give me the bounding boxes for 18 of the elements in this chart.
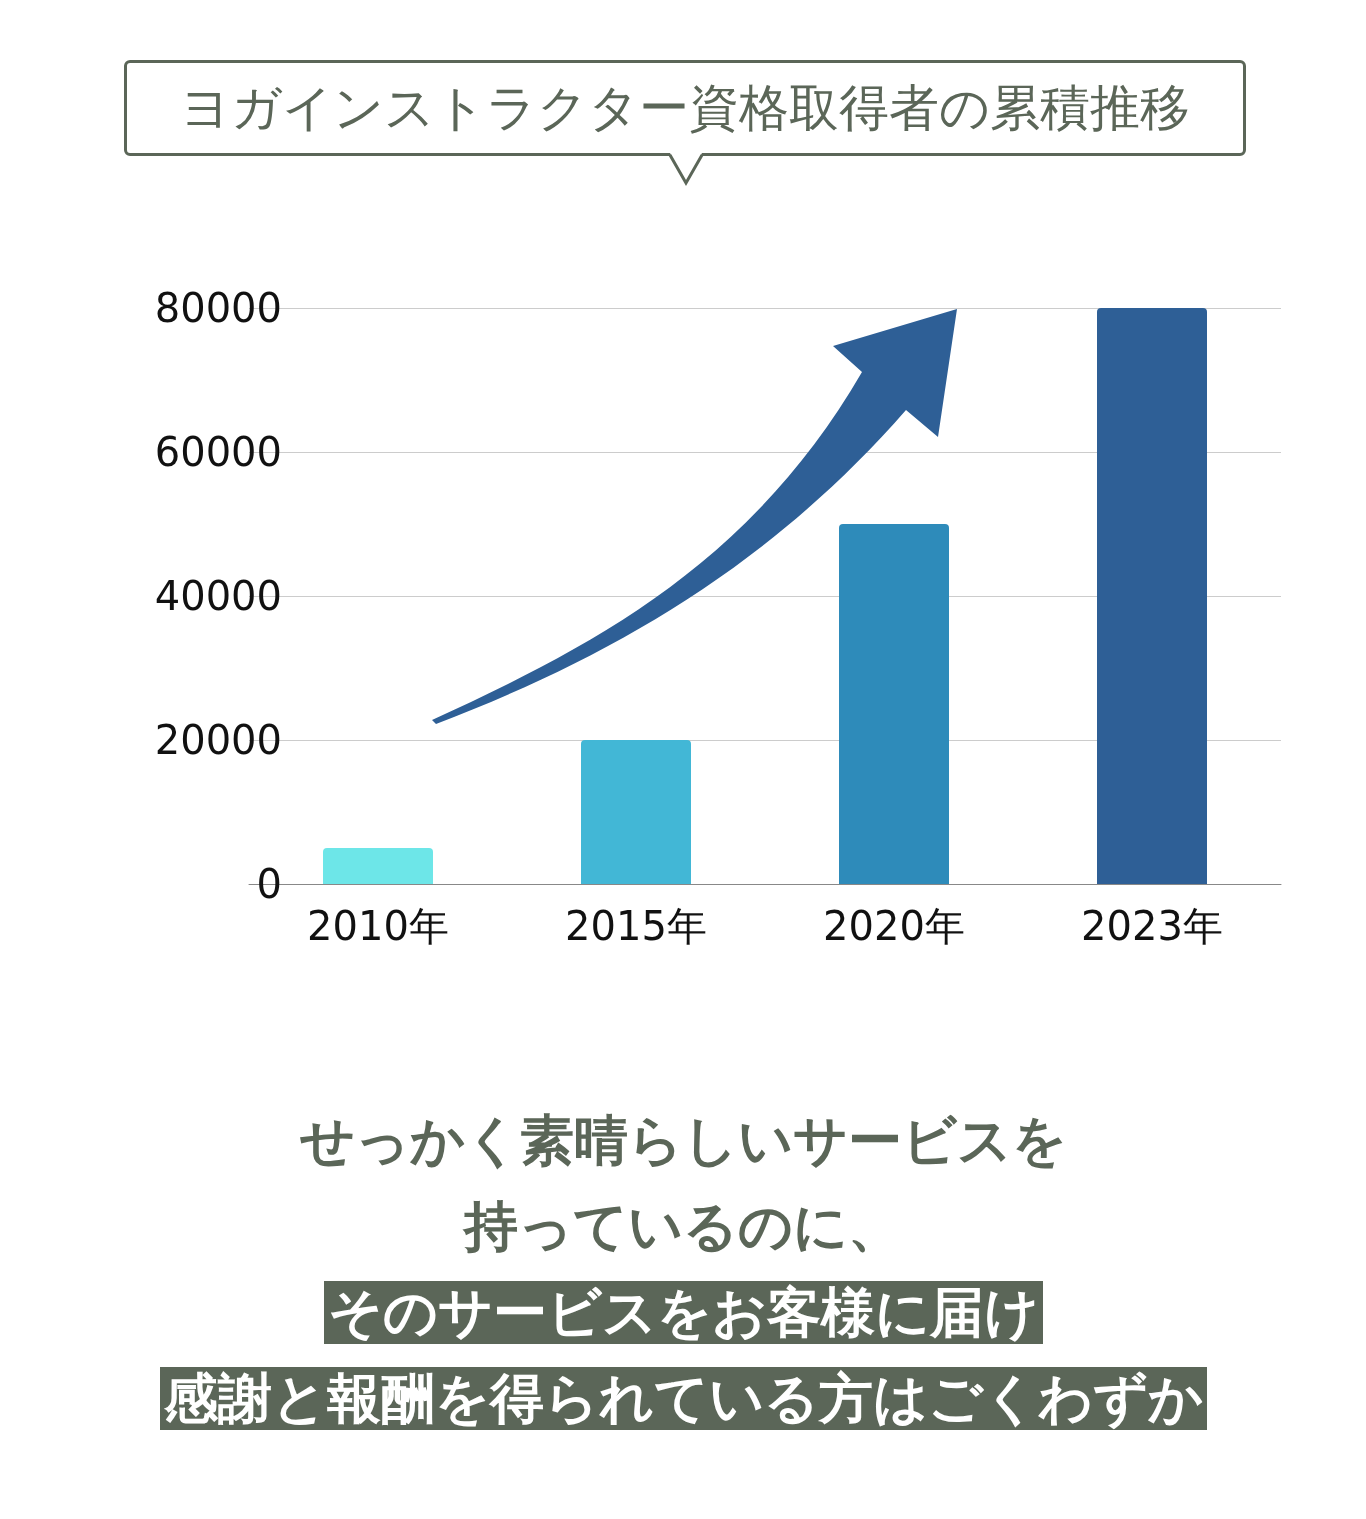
x-tick-label: 2010年 (307, 903, 449, 949)
bar (581, 740, 691, 884)
y-tick-label: 60000 (154, 429, 282, 475)
y-tick-label: 0 (256, 861, 282, 907)
text: 感謝と報酬を得られている方はごくわずか (159, 1367, 1207, 1430)
bar (839, 524, 949, 884)
text: せっかく素晴らしいサービスを (299, 1109, 1067, 1172)
bar (1097, 308, 1207, 884)
y-tick-label: 80000 (154, 285, 282, 331)
text: そのサービスをお客様に届け (323, 1281, 1043, 1344)
x-tick-label: 2023年 (1081, 903, 1223, 949)
x-tick-label: 2015年 (565, 903, 707, 949)
bar (323, 848, 433, 884)
y-tick-label: 40000 (154, 573, 282, 619)
x-tick-label: 2020年 (823, 903, 965, 949)
chart-title: ヨガインストラクター資格取得者の累積推移 (180, 77, 1190, 139)
text: 持っているのに、 (464, 1195, 902, 1258)
y-tick-label: 20000 (154, 717, 282, 763)
